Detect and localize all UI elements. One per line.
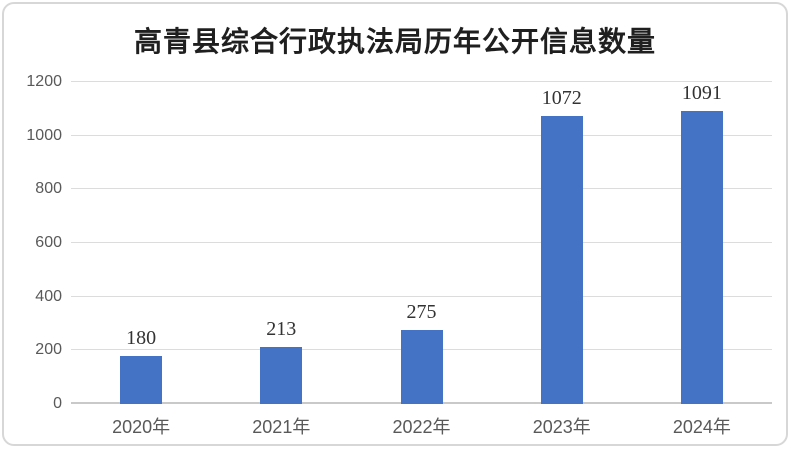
bar-2023年 [540, 116, 583, 404]
bar-slot: 213 [211, 82, 351, 404]
x-tick-label: 2022年 [392, 417, 451, 437]
bar-value-label: 275 [406, 301, 437, 324]
bar-value-label: 1072 [541, 87, 582, 110]
y-tick-label: 600 [35, 234, 62, 251]
bar-value-label: 213 [266, 317, 297, 340]
x-tick-label: 2021年 [252, 417, 311, 437]
gridline [71, 81, 772, 82]
gridline [71, 295, 772, 297]
bar-slot: 1091 [632, 82, 772, 404]
y-tick-label: 800 [35, 180, 62, 198]
gridline [71, 242, 772, 243]
y-tick-label: 1200 [26, 73, 62, 90]
plot-area: 180 213 275 1072 1091 [71, 81, 772, 404]
bar-slot: 180 [71, 82, 211, 404]
x-tick-label: 2023年 [532, 417, 591, 437]
chart-title: 高青县综合行政执法局历年公开信息数量 [133, 27, 656, 58]
x-tick-label: 2024年 [672, 417, 731, 437]
bar-2024年 [680, 111, 723, 404]
bar-slot: 275 [351, 82, 491, 404]
chart-frame: 高青县综合行政执法局历年公开信息数量 180 213 275 1072 1091 0 20… [2, 2, 788, 446]
x-axis-labels: 2020年 2021年 2022年 2023年 2024年 [71, 413, 772, 439]
y-tick-label: 0 [53, 395, 62, 412]
bar-slot: 1072 [492, 82, 632, 404]
y-tick-label: 400 [35, 287, 62, 305]
bar-value-label: 1091 [681, 82, 722, 105]
bars-layer: 180 213 275 1072 1091 [71, 82, 772, 404]
y-tick-label: 200 [35, 341, 62, 359]
bar-value-label: 180 [126, 326, 157, 349]
gridline [71, 134, 772, 136]
bar-2021年 [260, 346, 303, 404]
x-tick-label: 2020年 [112, 417, 171, 437]
y-axis-labels: 0 200 400 600 800 1000 1200 [4, 73, 62, 412]
bar-2022年 [400, 330, 443, 404]
gridline [71, 188, 772, 190]
y-tick-label: 1000 [26, 126, 62, 144]
bar-2020年 [120, 355, 163, 404]
